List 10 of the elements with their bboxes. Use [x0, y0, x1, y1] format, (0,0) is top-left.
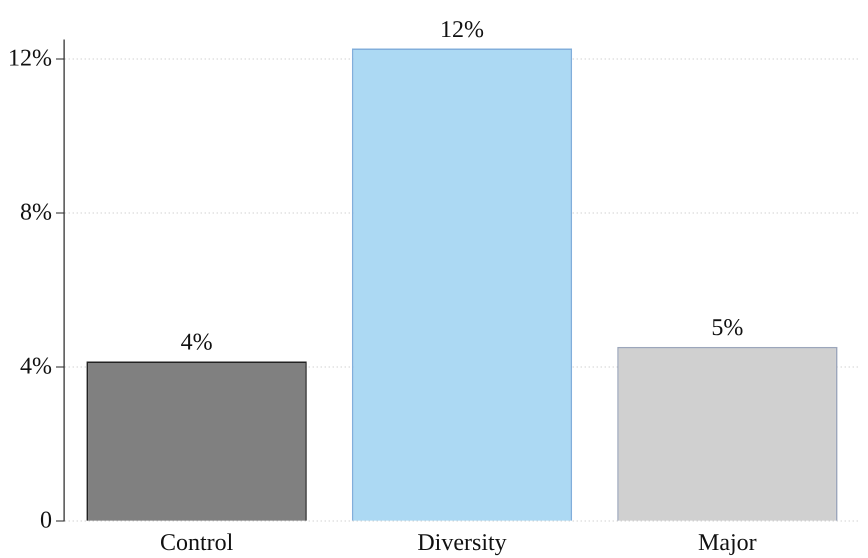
- data-label: 12%: [440, 16, 484, 43]
- y-tick-label: 12%: [8, 46, 52, 72]
- data-label: 4%: [180, 330, 213, 356]
- y-tick-label: 8%: [20, 200, 52, 226]
- x-tick-label: Control: [160, 530, 234, 556]
- y-tick-label: 0: [40, 507, 52, 534]
- y-tick-label: 4%: [20, 354, 52, 380]
- data-label: 5%: [711, 315, 744, 342]
- x-tick-label: Diversity: [417, 530, 507, 556]
- x-tick-label: Major: [698, 530, 757, 556]
